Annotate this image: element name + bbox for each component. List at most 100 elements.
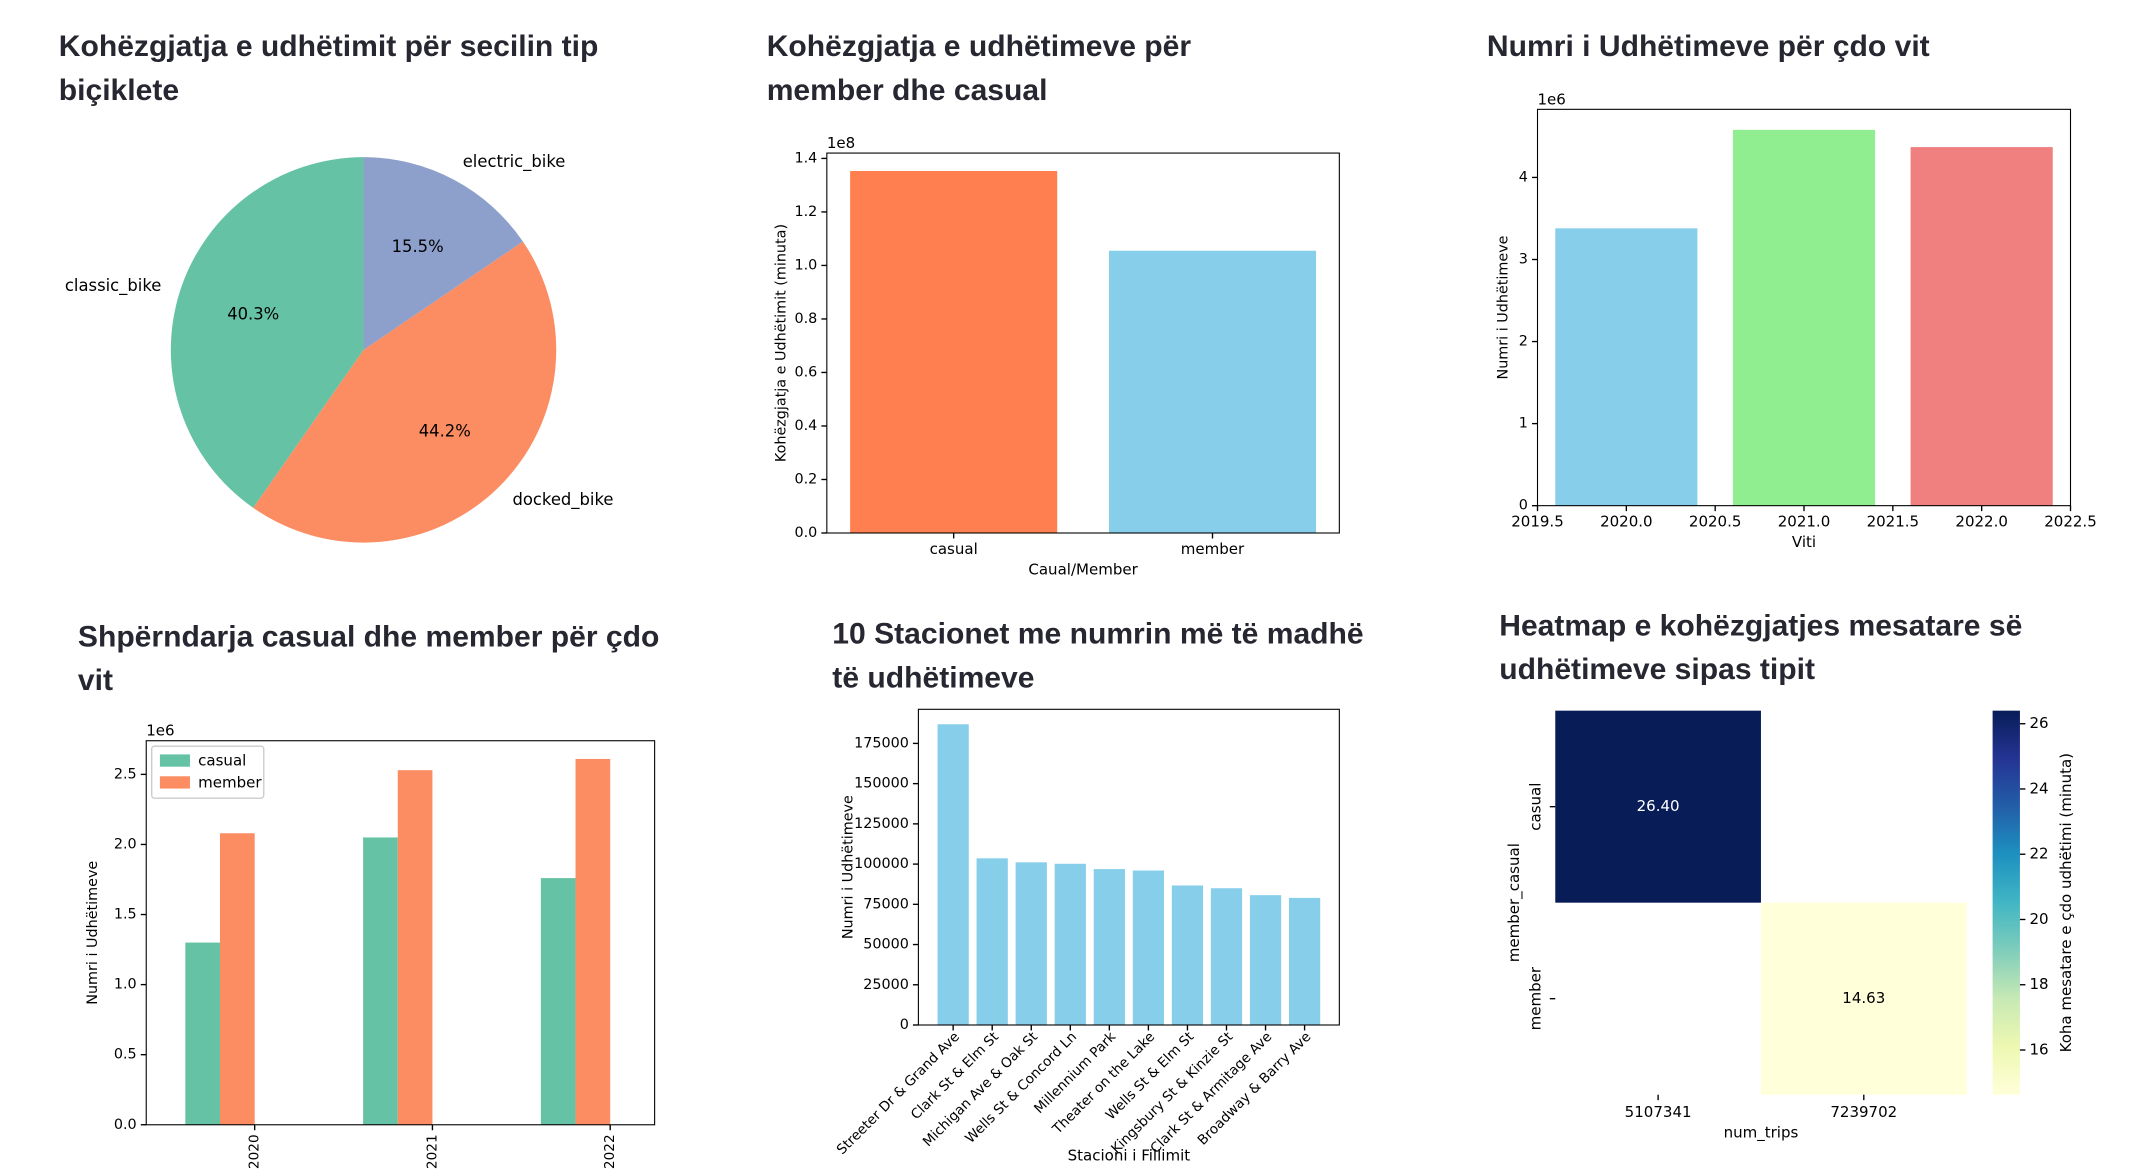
y-tick-label: 125000 bbox=[854, 816, 909, 832]
y-tick-label: 1.4 bbox=[794, 150, 817, 166]
y-tick-label: 0 bbox=[900, 1017, 909, 1033]
colorbar-tick-label: 16 bbox=[2030, 1041, 2049, 1059]
bar bbox=[1132, 870, 1165, 1026]
x-tick-label: 2020 bbox=[247, 1134, 263, 1169]
y-offset-label: 1e8 bbox=[827, 134, 855, 152]
y-tick-label: 25000 bbox=[863, 977, 909, 993]
x-tick-label: 5107341 bbox=[1625, 1103, 1692, 1121]
slice-label: classic_bike bbox=[65, 276, 161, 296]
y-tick-label: 0.4 bbox=[794, 418, 817, 434]
colorbar-tick-label: 18 bbox=[2030, 975, 2049, 993]
x-tick-label: 2020.0 bbox=[1600, 513, 1653, 531]
chart-title: Numri i Udhëtimeve për çdo vit bbox=[1486, 28, 1930, 63]
colorbar-tick-label: 20 bbox=[2030, 910, 2049, 928]
slice-value-label: 40.3% bbox=[227, 305, 279, 324]
x-tick-label: 2022 bbox=[602, 1134, 618, 1169]
y-tick-label: 0.6 bbox=[794, 364, 817, 380]
bar bbox=[220, 833, 255, 1125]
x-tick-label: 2022.5 bbox=[2044, 513, 2097, 531]
colorbar-tick-label: 26 bbox=[2030, 714, 2049, 732]
y-axis-label: Numri i Udhëtimeve bbox=[841, 795, 857, 939]
cell-label: 14.63 bbox=[1842, 989, 1885, 1007]
y-axis-label: Numri i Udhëtimeve bbox=[85, 861, 101, 1005]
x-tick-label: 2021.5 bbox=[1867, 513, 1920, 531]
bar bbox=[1054, 863, 1086, 1026]
x-axis-label: Viti bbox=[1792, 533, 1816, 551]
y-tick-label: casual bbox=[1527, 783, 1545, 831]
y-tick-label: 2.5 bbox=[114, 766, 137, 782]
y-offset-label: 1e6 bbox=[1538, 90, 1566, 108]
colorbar-label: Koha mesatare e çdo udhëtimi (minuta) bbox=[2057, 753, 2075, 1052]
y-tick-label: member bbox=[1527, 966, 1545, 1030]
y-tick-label: 50000 bbox=[863, 937, 909, 953]
chart-title: Shpërndarja casual dhe member për çdo vi… bbox=[77, 619, 660, 698]
bar bbox=[1108, 250, 1317, 534]
bar bbox=[1093, 869, 1125, 1026]
y-tick-label: 0 bbox=[1519, 498, 1528, 514]
x-axis-label: Caual/Member bbox=[1028, 560, 1138, 578]
x-axis-label: Stacioni i Fillimit bbox=[1068, 1147, 1191, 1165]
plot-frame bbox=[917, 708, 1340, 1026]
y-tick-label: 3 bbox=[1519, 251, 1528, 267]
x-tick-label: 2020.5 bbox=[1689, 513, 1742, 531]
y-tick-label: 175000 bbox=[854, 735, 909, 751]
colorbar-tick-label: 22 bbox=[2030, 845, 2049, 863]
pie-slice bbox=[363, 157, 523, 350]
heatmap-cell bbox=[1555, 710, 1761, 903]
y-tick-label: 0.0 bbox=[794, 525, 817, 541]
slice-value-label: 15.5% bbox=[392, 237, 444, 256]
plot-frame bbox=[826, 152, 1340, 534]
legend-label: member bbox=[198, 774, 262, 792]
x-tick-label: 7239702 bbox=[1830, 1103, 1897, 1121]
plot-frame bbox=[145, 740, 656, 1126]
y-tick-label: 2 bbox=[1519, 334, 1528, 350]
y-tick-label: 150000 bbox=[854, 776, 909, 792]
y-tick-label: 1.5 bbox=[114, 907, 137, 923]
legend-label: casual bbox=[198, 752, 246, 770]
slice-label: docked_bike bbox=[512, 490, 613, 510]
y-tick-label: 1.0 bbox=[114, 977, 137, 993]
x-tick-label: 2021 bbox=[424, 1134, 440, 1169]
slice-label: electric_bike bbox=[463, 152, 566, 172]
y-offset-label: 1e6 bbox=[146, 722, 174, 740]
y-tick-label: 1.2 bbox=[794, 204, 817, 220]
chart-title: Kohëzgjatja e udhëtimit për secilin tip … bbox=[58, 28, 599, 107]
legend-swatch bbox=[159, 776, 190, 789]
bar bbox=[1249, 895, 1282, 1026]
pie-slice bbox=[170, 157, 364, 508]
pie-slice bbox=[253, 241, 557, 543]
y-tick-label: 4 bbox=[1519, 169, 1528, 185]
bar bbox=[1732, 129, 1876, 506]
bar bbox=[540, 878, 576, 1125]
x-axis-label: num_trips bbox=[1724, 1123, 1799, 1142]
heatmap-cell bbox=[1760, 902, 1967, 1095]
chart-title: 10 Stacionet me numrin më të madhë të ud… bbox=[832, 616, 1364, 695]
bar bbox=[397, 770, 433, 1125]
bar bbox=[363, 837, 398, 1125]
colorbar-tick-label: 24 bbox=[2030, 779, 2049, 797]
plot-frame bbox=[1536, 108, 2072, 507]
chart-title: Kohëzgjatja e udhëtimeve për member dhe … bbox=[766, 28, 1192, 107]
legend-swatch bbox=[159, 754, 190, 767]
bar bbox=[1288, 897, 1321, 1026]
bar bbox=[937, 724, 969, 1026]
x-tick-label: 2019.5 bbox=[1511, 513, 1564, 531]
slice-value-label: 44.2% bbox=[419, 422, 471, 441]
bar bbox=[1171, 885, 1204, 1026]
bar bbox=[575, 758, 611, 1125]
y-tick-label: 0.0 bbox=[114, 1117, 137, 1133]
bar bbox=[1015, 862, 1047, 1026]
y-axis-label: member_casual bbox=[1505, 843, 1524, 962]
bar bbox=[1555, 228, 1698, 506]
y-tick-label: 75000 bbox=[863, 896, 909, 912]
x-tick-label: 2022.0 bbox=[1955, 513, 2008, 531]
chart-title: Heatmap e kohëzgjatjes mesatare së udhët… bbox=[1499, 608, 2023, 687]
y-tick-label: 2.0 bbox=[114, 836, 137, 852]
y-tick-label: 1.0 bbox=[794, 257, 817, 273]
y-tick-label: 0.8 bbox=[794, 311, 817, 327]
bar bbox=[850, 170, 1058, 534]
y-tick-label: 1 bbox=[1519, 416, 1528, 432]
y-axis-label: Numri i Udhëtimeve bbox=[1495, 235, 1511, 379]
